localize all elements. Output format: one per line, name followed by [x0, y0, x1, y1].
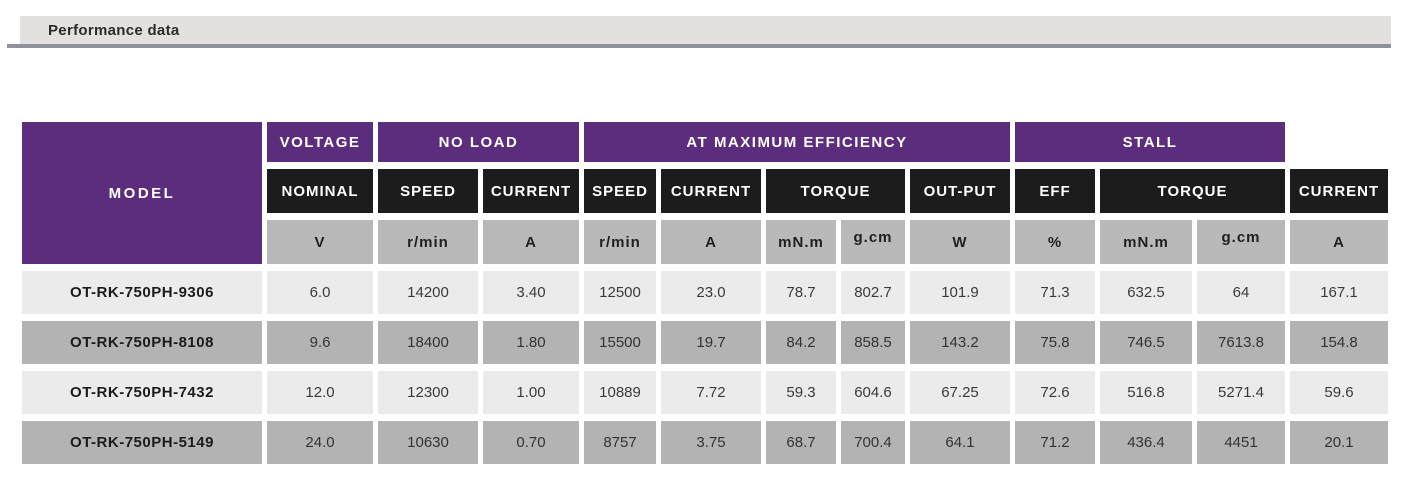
- data-cell: 1.00: [483, 371, 579, 414]
- subheader-me-current: CURRENT: [661, 169, 761, 213]
- data-cell: 19.7: [661, 321, 761, 364]
- data-cell: 10889: [584, 371, 656, 414]
- data-cell: 67.25: [910, 371, 1010, 414]
- unit-stall-torque-mnm: mN.m: [1100, 220, 1192, 264]
- model-name: OT-RK-750PH-5149: [22, 421, 262, 464]
- data-cell: 23.0: [661, 271, 761, 314]
- data-cell: 3.75: [661, 421, 761, 464]
- subheader-nominal: NOMINAL: [267, 169, 373, 213]
- unit-stall-torque-gcm: g.cm: [1197, 220, 1285, 264]
- unit-noload-speed-rmin: r/min: [378, 220, 478, 264]
- subheader-stall-torque: TORQUE: [1100, 169, 1285, 213]
- subheader-output: OUT-PUT: [910, 169, 1010, 213]
- data-cell: 101.9: [910, 271, 1010, 314]
- model-name: OT-RK-750PH-8108: [22, 321, 262, 364]
- data-cell: 0.70: [483, 421, 579, 464]
- subheader-eff: EFF: [1015, 169, 1095, 213]
- data-cell: 802.7: [841, 271, 905, 314]
- data-cell: 14200: [378, 271, 478, 314]
- table-row: OT-RK-750PH-8108 9.6 18400 1.80 15500 19…: [22, 321, 1388, 364]
- data-cell: 68.7: [766, 421, 836, 464]
- subheader-me-speed: SPEED: [584, 169, 656, 213]
- data-cell: 64: [1197, 271, 1285, 314]
- model-name: OT-RK-750PH-9306: [22, 271, 262, 314]
- data-cell: 604.6: [841, 371, 905, 414]
- page-title: Performance data: [48, 21, 180, 39]
- column-header-model: MODEL: [22, 122, 262, 264]
- data-cell: 7613.8: [1197, 321, 1285, 364]
- data-cell: 700.4: [841, 421, 905, 464]
- section-title-bar: Performance data: [20, 16, 1391, 44]
- data-cell: 12500: [584, 271, 656, 314]
- data-cell: 8757: [584, 421, 656, 464]
- data-cell: 9.6: [267, 321, 373, 364]
- data-cell: 24.0: [267, 421, 373, 464]
- data-cell: 1.80: [483, 321, 579, 364]
- unit-me-torque-gcm: g.cm: [841, 220, 905, 264]
- subheader-stall-current: CURRENT: [1290, 169, 1388, 213]
- group-header-voltage: VOLTAGE: [267, 122, 373, 162]
- data-cell: 6.0: [267, 271, 373, 314]
- table-row: OT-RK-750PH-5149 24.0 10630 0.70 8757 3.…: [22, 421, 1388, 464]
- unit-output-w: W: [910, 220, 1010, 264]
- unit-eff-percent: %: [1015, 220, 1095, 264]
- data-cell: 858.5: [841, 321, 905, 364]
- group-header-stall: STALL: [1015, 122, 1285, 162]
- unit-voltage-v: V: [267, 220, 373, 264]
- subheader-me-torque: TORQUE: [766, 169, 905, 213]
- subheader-noload-speed: SPEED: [378, 169, 478, 213]
- data-cell: 72.6: [1015, 371, 1095, 414]
- table-row: OT-RK-750PH-9306 6.0 14200 3.40 12500 23…: [22, 271, 1388, 314]
- data-cell: 436.4: [1100, 421, 1192, 464]
- subheader-noload-current: CURRENT: [483, 169, 579, 213]
- performance-table: MODEL VOLTAGE NO LOAD AT MAXIMUM EFFICIE…: [17, 115, 1393, 471]
- data-cell: 5271.4: [1197, 371, 1285, 414]
- data-cell: 516.8: [1100, 371, 1192, 414]
- group-header-at-maximum-efficiency: AT MAXIMUM EFFICIENCY: [584, 122, 1010, 162]
- data-cell: 632.5: [1100, 271, 1192, 314]
- unit-stall-current-a: A: [1290, 220, 1388, 264]
- section-header: Performance data: [7, 16, 1391, 48]
- data-cell: 167.1: [1290, 271, 1388, 314]
- data-cell: 71.2: [1015, 421, 1095, 464]
- data-cell: 3.40: [483, 271, 579, 314]
- unit-me-speed-rmin: r/min: [584, 220, 656, 264]
- data-cell: 75.8: [1015, 321, 1095, 364]
- data-cell: 84.2: [766, 321, 836, 364]
- data-cell: 18400: [378, 321, 478, 364]
- unit-noload-current-a: A: [483, 220, 579, 264]
- data-cell: 12.0: [267, 371, 373, 414]
- model-name: OT-RK-750PH-7432: [22, 371, 262, 414]
- unit-me-current-a: A: [661, 220, 761, 264]
- data-cell: 20.1: [1290, 421, 1388, 464]
- data-cell: 143.2: [910, 321, 1010, 364]
- data-cell: 71.3: [1015, 271, 1095, 314]
- data-cell: 78.7: [766, 271, 836, 314]
- unit-me-torque-mnm: mN.m: [766, 220, 836, 264]
- data-cell: 15500: [584, 321, 656, 364]
- table-row: OT-RK-750PH-7432 12.0 12300 1.00 10889 7…: [22, 371, 1388, 414]
- data-cell: 154.8: [1290, 321, 1388, 364]
- data-cell: 64.1: [910, 421, 1010, 464]
- data-cell: 7.72: [661, 371, 761, 414]
- data-cell: 59.6: [1290, 371, 1388, 414]
- data-cell: 59.3: [766, 371, 836, 414]
- data-cell: 4451: [1197, 421, 1285, 464]
- group-header-no-load: NO LOAD: [378, 122, 579, 162]
- data-cell: 746.5: [1100, 321, 1192, 364]
- data-cell: 12300: [378, 371, 478, 414]
- data-cell: 10630: [378, 421, 478, 464]
